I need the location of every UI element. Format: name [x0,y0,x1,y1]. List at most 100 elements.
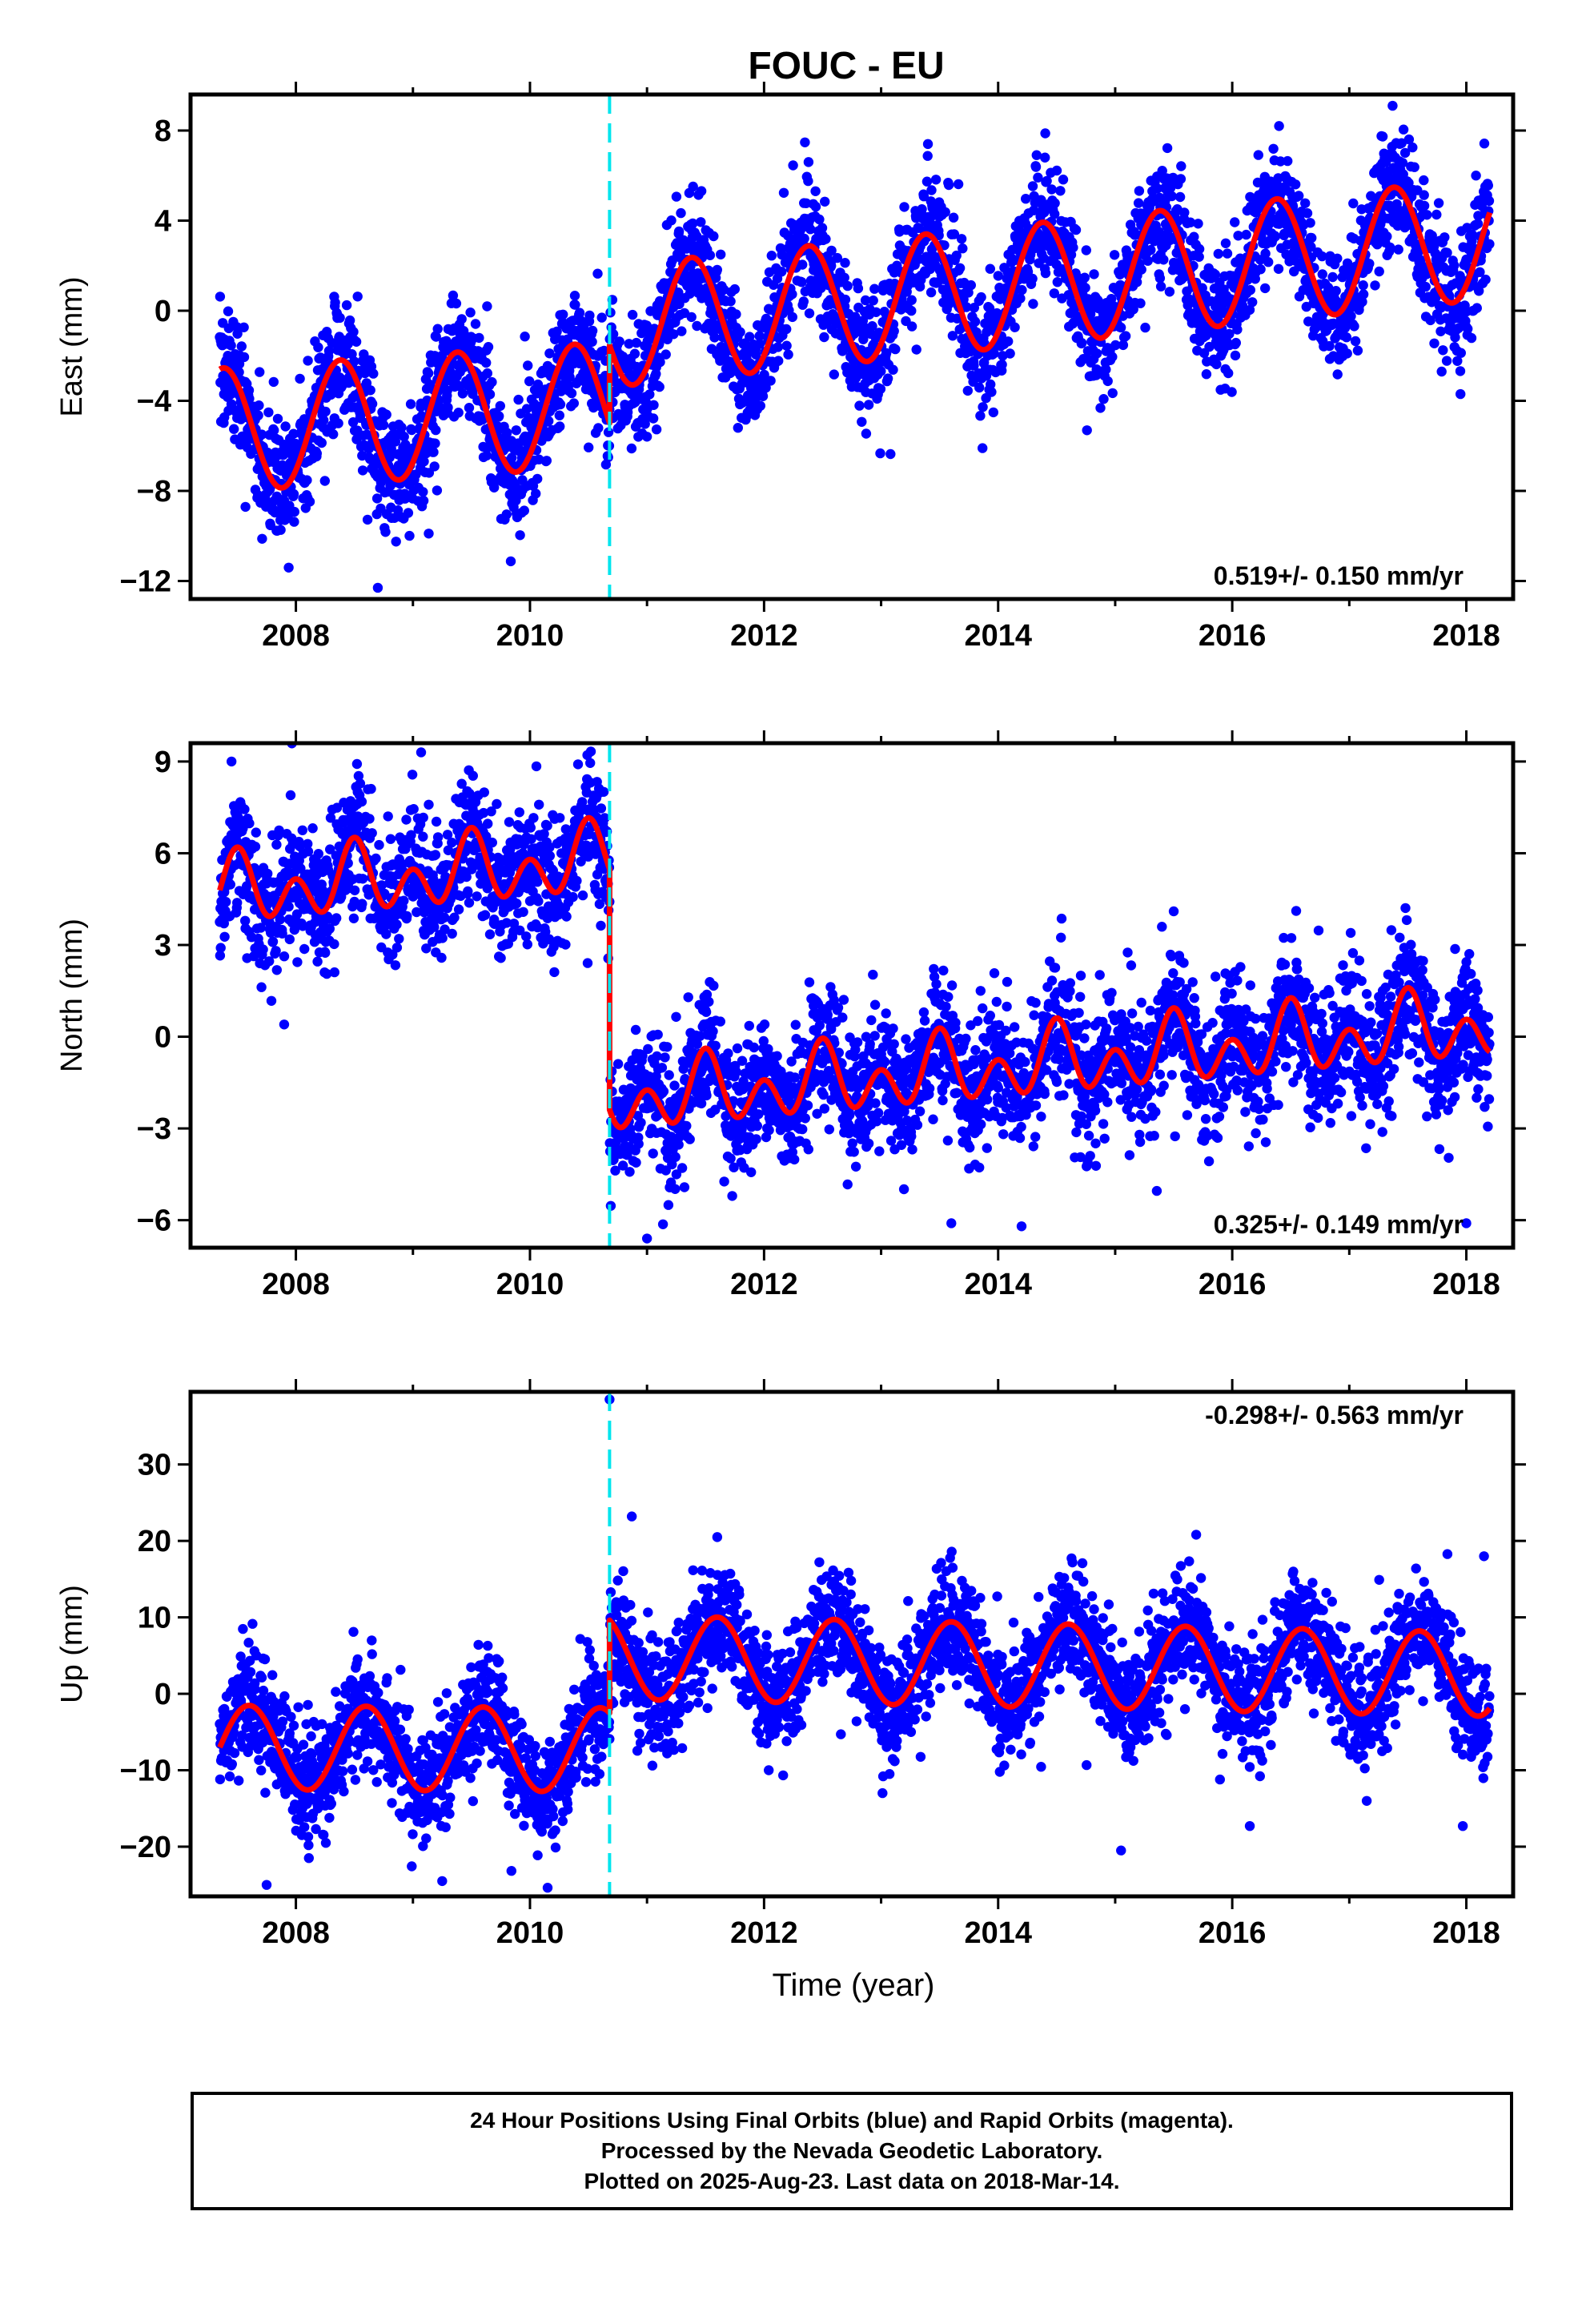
data-point [504,817,515,827]
data-point [468,770,478,781]
data-point [1107,352,1118,362]
data-point [969,360,979,371]
data-point [773,356,784,366]
data-point [978,402,988,412]
data-point [470,319,481,329]
data-point [631,337,642,348]
data-point [494,411,504,421]
data-point [949,229,960,239]
data-point [507,452,517,463]
data-point [572,875,582,887]
data-point [859,322,869,332]
data-point [773,342,783,352]
y-axis-label: East (mm) [55,276,89,416]
data-point [518,907,528,918]
data-point [1110,340,1121,351]
data-point [673,226,685,237]
data-point [1193,219,1203,229]
data-point [596,803,607,814]
data-point [407,770,418,780]
data-point [295,373,305,384]
data-point [1317,251,1327,262]
data-point [1484,239,1495,249]
data-point [655,356,665,368]
data-point [519,505,529,516]
data-point [614,336,624,347]
data-point [1227,387,1237,397]
data-point [715,356,725,366]
data-point [399,895,409,906]
data-point [1030,162,1042,172]
data-point [289,517,299,527]
data-point [418,496,429,506]
data-point [432,324,443,334]
data-point [429,461,440,472]
data-point [1200,290,1211,301]
data-point [584,376,595,386]
data-point [390,436,401,447]
data-point [814,214,825,225]
data-point [1213,248,1224,259]
data-point [524,376,535,387]
data-point [465,308,476,318]
data-point [1098,394,1109,404]
data-point [966,279,977,291]
data-point [225,879,235,890]
data-point [857,416,867,427]
data-point [408,804,419,814]
data-point [577,890,588,901]
data-point [303,356,313,366]
data-point [285,790,296,801]
data-point [783,349,793,360]
data-point [899,202,909,212]
data-point [798,296,809,307]
data-point [596,312,607,323]
data-point [234,359,245,369]
data-point [1294,191,1304,201]
y-tick-label: 0 [155,295,171,328]
outlier-point [372,582,383,593]
data-point [554,410,564,420]
data-point [1407,142,1418,153]
data-point [256,982,267,992]
data-point [533,896,544,907]
data-point [1441,356,1452,366]
data-point [1358,280,1368,291]
data-point [472,891,482,902]
data-point [997,360,1007,370]
data-point [566,388,577,399]
data-point [457,388,468,399]
data-point [688,181,698,192]
data-points [215,743,1495,1244]
data-point [1302,208,1313,219]
data-point [1419,190,1429,200]
data-point [1017,284,1027,296]
data-point [587,325,598,336]
data-point [236,341,247,352]
data-point [520,332,530,342]
data-point [804,308,815,319]
data-point [648,400,659,410]
data-point [542,820,552,831]
data-point [316,437,327,448]
data-point [330,297,340,308]
data-point [244,818,255,829]
data-point [1211,359,1222,370]
data-point [1275,156,1286,167]
data-point [956,234,967,244]
data-point [239,322,249,332]
x-tick-label: 2014 [964,619,1032,653]
data-point [755,400,765,411]
data-point [351,336,362,347]
data-point [934,230,944,241]
data-point [484,389,496,400]
data-point [261,496,272,507]
data-point [512,899,522,909]
data-point [751,349,761,360]
data-point [299,943,310,955]
data-point [495,400,505,412]
data-point [875,448,885,459]
data-point [1155,281,1166,292]
data-point [1370,280,1380,291]
y-tick-label: −4 [137,385,171,419]
